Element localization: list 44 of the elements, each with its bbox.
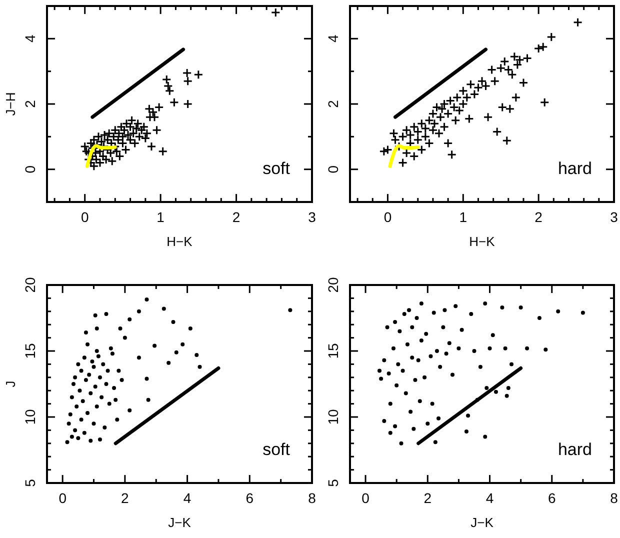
x-axis-title: J−K: [168, 515, 192, 530]
annotation: hard: [558, 159, 592, 178]
x-axis-title: J−K: [470, 515, 494, 530]
x-tick-label: 0: [362, 490, 370, 506]
y-tick-label: 20: [325, 277, 341, 293]
x-tick-label: 2: [534, 209, 543, 225]
x-tick-label: 8: [610, 490, 618, 506]
y-tick-label: 15: [325, 343, 341, 359]
x-tick-label: 3: [610, 209, 618, 225]
y-tick-label: 4: [325, 34, 341, 43]
x-tick-label: 4: [486, 490, 494, 506]
y-tick-label: 15: [22, 343, 38, 359]
x-tick-label: 6: [548, 490, 556, 506]
y-tick-label: 20: [22, 277, 38, 293]
x-tick-label: 2: [121, 490, 130, 506]
y-tick-label: 10: [22, 409, 38, 425]
y-tick-label: 2: [325, 100, 341, 108]
x-tick-label: 6: [246, 490, 254, 506]
y-tick-label: 0: [22, 165, 38, 174]
annotation: hard: [558, 440, 592, 459]
y-tick-label: 0: [325, 165, 341, 174]
x-tick-label: 2: [424, 490, 432, 506]
y-tick-label: 2: [22, 100, 38, 108]
x-tick-label: 1: [459, 209, 468, 225]
x-axis-title: H−K: [469, 234, 496, 249]
y-tick-label: 4: [22, 34, 38, 43]
y-axis-title: J: [3, 380, 18, 388]
x-tick-label: 0: [384, 209, 392, 225]
line-series: [388, 144, 420, 168]
x-tick-label: 1: [156, 209, 165, 225]
x-tick-label: 8: [308, 490, 316, 506]
y-tick-label: 5: [22, 478, 38, 487]
y-tick-label: 10: [325, 409, 341, 425]
x-tick-label: 0: [80, 209, 89, 225]
y-tick-label: 5: [325, 478, 341, 487]
y-axis-title: J−H: [3, 92, 18, 116]
x-tick-label: 3: [308, 209, 316, 225]
annotation: soft: [262, 159, 290, 178]
annotation: soft: [262, 440, 290, 459]
x-tick-label: 2: [232, 209, 240, 225]
line-series: [85, 144, 117, 168]
x-tick-label: 4: [183, 490, 192, 506]
x-tick-label: 0: [58, 490, 67, 506]
x-axis-title: H−K: [166, 234, 193, 249]
